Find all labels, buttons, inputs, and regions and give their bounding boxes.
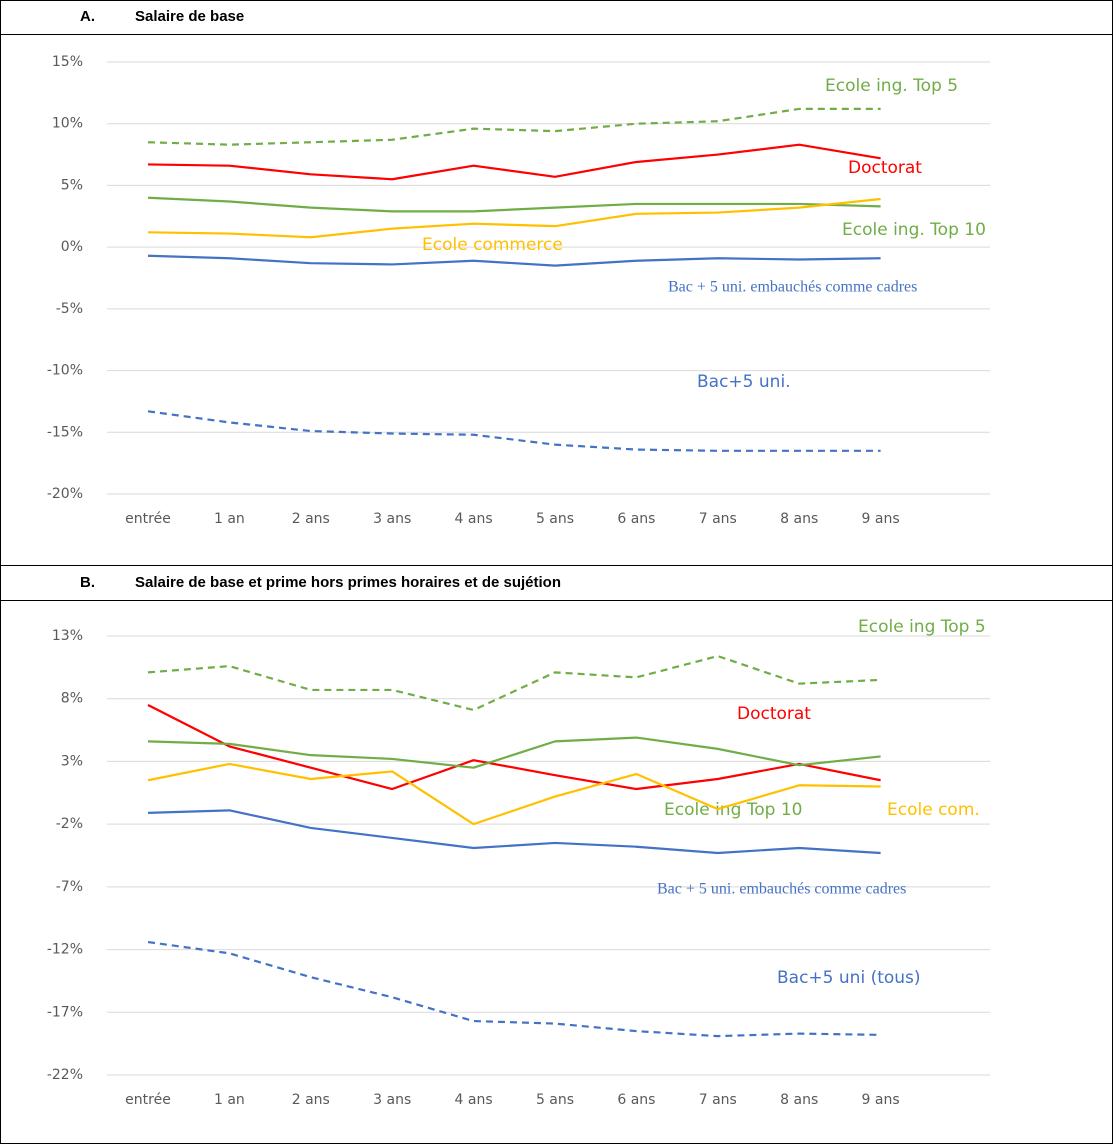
- series-line: [147, 762, 881, 826]
- panel-letter: A.: [80, 8, 95, 25]
- series-label: Doctorat: [737, 704, 811, 724]
- series-label: Ecole commerce: [422, 235, 563, 255]
- series-label: Bac + 5 uni. embauchés comme cadres: [668, 279, 917, 296]
- x-tick-label: 8 ans: [780, 511, 818, 527]
- x-tick-label: 6 ans: [617, 511, 655, 527]
- x-tick-label: 6 ans: [617, 1092, 655, 1108]
- series-label: Ecole com.: [887, 800, 980, 820]
- x-tick-label: 1 an: [214, 511, 245, 527]
- x-tick-label: 2 ans: [292, 1092, 330, 1108]
- x-tick-label: 1 an: [214, 1092, 245, 1108]
- series-label: Bac + 5 uni. embauchés comme cadres: [657, 881, 906, 898]
- x-tick-label: 3 ans: [373, 511, 411, 527]
- x-tick-label: 5 ans: [536, 511, 574, 527]
- series-line: [147, 254, 881, 267]
- series-label: Ecole ing Top 5: [858, 617, 986, 637]
- y-tick-label: -7%: [56, 879, 83, 895]
- y-tick-label: 0%: [61, 239, 83, 255]
- y-tick-label: 8%: [61, 691, 83, 707]
- x-tick-label: 7 ans: [699, 511, 737, 527]
- x-tick-label: entrée: [125, 1092, 171, 1108]
- series-line: [147, 143, 881, 181]
- x-tick-label: 4 ans: [455, 511, 493, 527]
- series-line: [147, 704, 881, 791]
- x-tick-label: 3 ans: [373, 1092, 411, 1108]
- chart-title: Salaire de base et prime hors primes hor…: [135, 574, 561, 591]
- series-line: [147, 107, 881, 146]
- panel-letter: B.: [80, 574, 95, 591]
- x-tick-label: 9 ans: [862, 511, 900, 527]
- x-tick-label: 5 ans: [536, 1092, 574, 1108]
- series-label: Doctorat: [848, 158, 922, 178]
- series-label: Ecole ing. Top 5: [825, 76, 958, 96]
- y-tick-label: 15%: [52, 54, 83, 70]
- y-tick-label: 5%: [61, 177, 83, 193]
- series-label: Bac+5 uni (tous): [777, 968, 921, 988]
- y-tick-label: 13%: [52, 628, 83, 644]
- series-label: Ecole ing Top 10: [664, 800, 803, 820]
- series-line: [147, 809, 881, 855]
- y-tick-label: 3%: [61, 753, 83, 769]
- x-tick-label: 9 ans: [862, 1092, 900, 1108]
- series-label: Bac+5 uni.: [697, 372, 791, 392]
- x-tick-label: 7 ans: [699, 1092, 737, 1108]
- series-line: [147, 736, 881, 769]
- series-line: [147, 410, 881, 452]
- y-tick-label: -17%: [47, 1004, 83, 1020]
- series-line: [147, 654, 881, 712]
- x-tick-label: 4 ans: [455, 1092, 493, 1108]
- y-tick-label: -12%: [47, 942, 83, 958]
- x-tick-label: 8 ans: [780, 1092, 818, 1108]
- x-tick-label: entrée: [125, 511, 171, 527]
- y-tick-label: -10%: [47, 363, 83, 379]
- series-line: [147, 197, 881, 239]
- y-tick-label: -5%: [56, 301, 83, 317]
- series-line: [147, 196, 881, 213]
- y-tick-label: 10%: [52, 116, 83, 132]
- series-line: [147, 940, 881, 1038]
- y-tick-label: -22%: [47, 1067, 83, 1083]
- y-tick-label: -2%: [56, 816, 83, 832]
- chart-title: Salaire de base: [135, 8, 244, 25]
- x-tick-label: 2 ans: [292, 511, 330, 527]
- y-tick-label: -15%: [47, 424, 83, 440]
- y-tick-label: -20%: [47, 486, 83, 502]
- series-label: Ecole ing. Top 10: [842, 220, 986, 240]
